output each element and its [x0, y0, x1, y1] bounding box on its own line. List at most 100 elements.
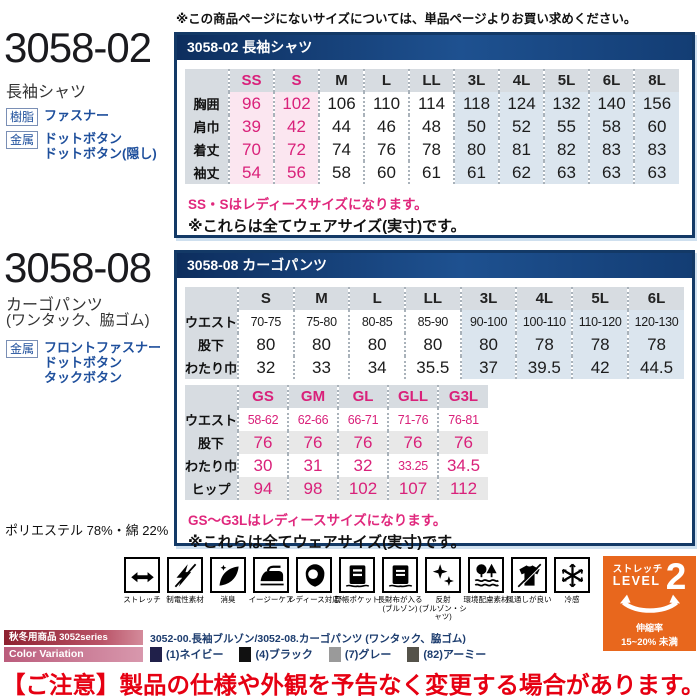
table-row: ウエスト 58-62 62-66 66-71 71-76 76-81 [185, 408, 489, 431]
size-value: 60 [633, 115, 679, 138]
row-label: 着丈 [185, 138, 229, 161]
size-value: 58 [318, 161, 364, 184]
shirt-size-table: SS S M L LL 3L 4L 5L 6L 8L 胸囲 96 102 106 110 114 118 124 1… [185, 69, 679, 184]
color-label: (4)ブラック [255, 649, 313, 661]
size-value: 78 [571, 333, 629, 356]
size-value: 80 [237, 333, 294, 356]
size-value: 62 [498, 161, 544, 184]
color-variation-list: (1)ネイビー (4)ブラック (7)グレー (82)アーミー [150, 646, 486, 662]
size-value: 96 [228, 92, 274, 115]
row-label: 袖丈 [185, 161, 229, 184]
anti-static-icon [167, 557, 203, 593]
row-label: 胸囲 [185, 92, 229, 115]
size-value: 55 [543, 115, 589, 138]
badge-level-word: LEVEL [612, 574, 661, 588]
feature-label: 冷感 [564, 595, 580, 604]
size-value: 30 [237, 454, 289, 477]
size-value: 132 [543, 92, 589, 115]
breathable-icon [511, 557, 547, 593]
panel2-title: 3058-08 カーゴパンツ [177, 253, 692, 278]
row-label: 肩巾 [185, 115, 229, 138]
row-label: ヒップ [185, 477, 239, 500]
reflective-icon [425, 557, 461, 593]
size-value: 44.5 [627, 356, 684, 379]
size-value: 60 [363, 161, 409, 184]
badge-sub1: 伸縮率 [635, 623, 663, 633]
size-value: 82 [543, 138, 589, 161]
feature-label: 風通しが良い [506, 595, 552, 604]
color-swatch [328, 646, 341, 662]
spec-tag: 樹脂 [6, 108, 39, 126]
size-value: 52 [498, 115, 544, 138]
size-value: 32 [337, 454, 389, 477]
size-value: 83 [633, 138, 679, 161]
row-label: 股下 [185, 333, 239, 356]
color-option: (82)アーミー [407, 646, 486, 662]
size-value: 56 [273, 161, 319, 184]
feature-label: 長財布が入る (ブルゾン) [374, 595, 426, 613]
size-value: 80 [292, 333, 350, 356]
pants-size-table: S M L LL 3L 4L 5L 6L ウエスト 70-75 75-80 80-85 85-90 90-… [185, 287, 684, 379]
spec-line: ドットボタン [44, 355, 123, 370]
feature-label: 反射 (ブルゾン・シャツ) [417, 595, 469, 622]
size-value: 114 [408, 92, 454, 115]
table-row: 胸囲 96 102 106 110 114 118 124 132 140 156 [185, 92, 679, 115]
size-value: 33.25 [387, 454, 439, 477]
size-col-header: G3L [437, 385, 489, 408]
product2-spec-buttons: 金属 フロントファスナー ドットボタン タックボタン [6, 340, 161, 385]
size-value: 63 [588, 161, 634, 184]
size-col-header: 5L [571, 287, 629, 310]
size-col-header: 4L [498, 69, 544, 92]
size-value: 76 [437, 431, 489, 454]
size-value: 61 [453, 161, 499, 184]
size-value: 94 [237, 477, 289, 500]
table-row: 着丈 70 72 74 76 78 80 81 82 83 83 [185, 138, 679, 161]
row-label: わたり巾 [185, 454, 239, 477]
feature-deodorant: 消臭 [210, 557, 246, 604]
size-value: 78 [515, 333, 573, 356]
spec-lines: ドットボタン ドットボタン(隠し) [44, 131, 157, 161]
size-value: 102 [337, 477, 389, 500]
deodorant-icon [210, 557, 246, 593]
size-value: 62-66 [287, 408, 339, 431]
table-corner [185, 69, 229, 92]
feature-anti-static: 制電性素材 [166, 557, 204, 604]
product1-name: 長袖シャツ [6, 84, 87, 101]
size-col-header: L [363, 69, 409, 92]
feature-label: 野帳ポケット [334, 595, 380, 604]
size-value: 61 [408, 161, 454, 184]
spec-line: ファスナー [44, 108, 110, 123]
size-value: 85-90 [403, 310, 461, 333]
size-panel-shirt: 3058-02 長袖シャツ SS S M L LL 3L 4L 5L 6L 8L 胸囲 96 102 10… [174, 32, 695, 238]
stretch-arrow-icon [619, 594, 680, 613]
color-option: (1)ネイビー [150, 646, 223, 662]
feature-label: 環境配慮素材 [463, 595, 509, 604]
size-value: 118 [453, 92, 499, 115]
size-value: 76 [387, 431, 439, 454]
size-value: 39.5 [515, 356, 573, 379]
feature-label: 消臭 [220, 595, 236, 604]
row-label: わたり巾 [185, 356, 239, 379]
pants-ladies-note: GS〜G3Lはレディースサイズになります。 [188, 513, 447, 528]
product1-spec-fastener: 樹脂 ファスナー [6, 108, 109, 126]
size-value: 58 [588, 115, 634, 138]
color-label: (7)グレー [344, 649, 392, 661]
size-value: 80 [348, 333, 405, 356]
size-value: 46 [363, 115, 409, 138]
size-col-header: M [318, 69, 364, 92]
size-value: 102 [273, 92, 319, 115]
size-col-header: LL [408, 69, 454, 92]
size-value: 63 [543, 161, 589, 184]
feature-label: イージーケア [248, 595, 294, 604]
stretch-icon [124, 557, 160, 593]
product1-code: 3058-02 [4, 24, 152, 71]
feature-long-wallet: 長財布が入る (ブルゾン) [378, 557, 423, 612]
size-value: 34.5 [437, 454, 489, 477]
feature-label: ストレッチ [123, 595, 161, 604]
size-value: 80 [459, 333, 517, 356]
spec-lines: ファスナー [44, 108, 109, 123]
size-col-header: SS [228, 69, 274, 92]
feature-reflective: 反射 (ブルゾン・シャツ) [419, 557, 467, 621]
spec-line: ドットボタン(隠し) [44, 146, 157, 161]
